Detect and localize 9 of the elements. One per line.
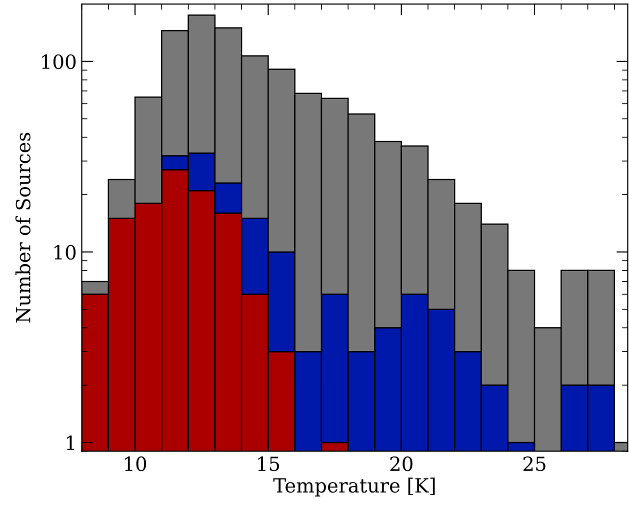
y-axis-title: Number of Sources	[15, 132, 30, 323]
y-tick-label: 10	[54, 244, 76, 260]
y-tick-label: 1	[66, 435, 74, 450]
y-tick-label: 100	[42, 54, 76, 70]
x-tick-label: 25	[523, 456, 546, 472]
x-tick-label: 10	[125, 456, 146, 472]
x-tick-label: 15	[258, 456, 280, 472]
x-axis-title: Temperature [K]	[273, 478, 435, 497]
x-tick-label: 20	[390, 456, 412, 472]
